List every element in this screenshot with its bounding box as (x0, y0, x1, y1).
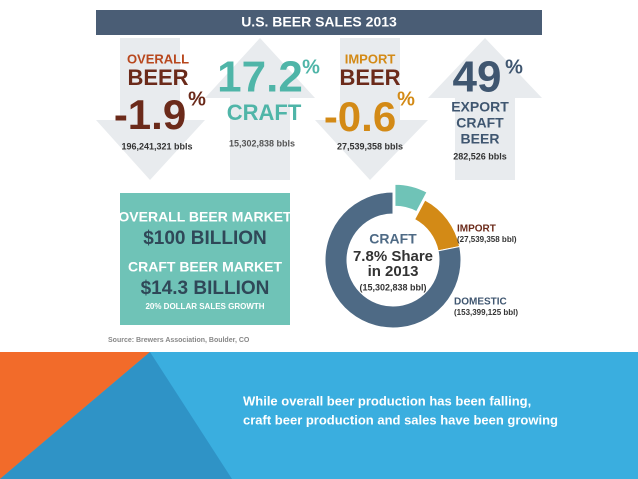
title: U.S. BEER SALES 2013 (241, 14, 397, 30)
market-value: $100 BILLION (143, 228, 267, 249)
title-bar (96, 10, 542, 35)
donut (324, 183, 462, 329)
donut-center-volume: (15,302,838 bbl) (359, 282, 426, 292)
stat-top: IMPORT (345, 51, 396, 66)
stat-value: 17.2 (217, 53, 303, 102)
stat-volume: 15,302,838 bbls (229, 138, 295, 148)
down-arrow (315, 38, 428, 180)
source: Source: Brewers Association, Boulder, CO (108, 337, 250, 344)
stat-line: BEER (461, 131, 500, 147)
market-label: OVERALL BEER MARKET (118, 209, 292, 225)
stat-main: CRAFT (227, 100, 302, 125)
market-growth: 20% DOLLAR SALES GROWTH (145, 302, 264, 311)
stat-main: BEER (127, 65, 188, 90)
caption: While overall beer production has been f… (243, 393, 531, 408)
stat-volume: 196,241,321 bbls (121, 141, 192, 151)
donut-center-text: in 2013 (368, 263, 419, 280)
stat-volume: 27,539,358 bbls (337, 141, 403, 151)
stat-value: -1.9 (114, 91, 186, 138)
up-arrow (205, 38, 315, 180)
market-box (120, 193, 290, 325)
donut-volume: (153,399,125 bbl) (454, 308, 518, 317)
caption: craft beer production and sales have bee… (243, 412, 558, 427)
blue-triangle (0, 352, 232, 479)
stat-main: BEER (339, 65, 400, 90)
donut-volume: (27,539,358 bbl) (457, 235, 517, 244)
market-value: $14.3 BILLION (141, 278, 270, 299)
donut-segment (394, 183, 428, 213)
stat-line: EXPORT (451, 99, 509, 115)
stat-value: -0.6 (324, 93, 396, 140)
stat-volume: 282,526 bbls (453, 151, 507, 161)
donut-label: IMPORT (457, 224, 496, 235)
up-arrow (428, 38, 542, 180)
down-arrow (96, 38, 205, 180)
stat-top: OVERALL (127, 51, 189, 66)
donut-segment (324, 191, 462, 329)
donut-label: DOMESTIC (454, 297, 507, 308)
donut-center-text: 7.8% Share (353, 248, 433, 265)
stat-line: CRAFT (456, 115, 504, 131)
market-label: CRAFT BEER MARKET (128, 259, 282, 275)
stat-unit: % (188, 88, 206, 110)
stat-value: 49 (453, 53, 502, 102)
donut-center-name: CRAFT (369, 231, 417, 247)
stat-unit: % (397, 88, 415, 110)
stat-unit: % (302, 56, 320, 78)
arrows (96, 38, 542, 180)
stat-unit: % (505, 56, 523, 78)
